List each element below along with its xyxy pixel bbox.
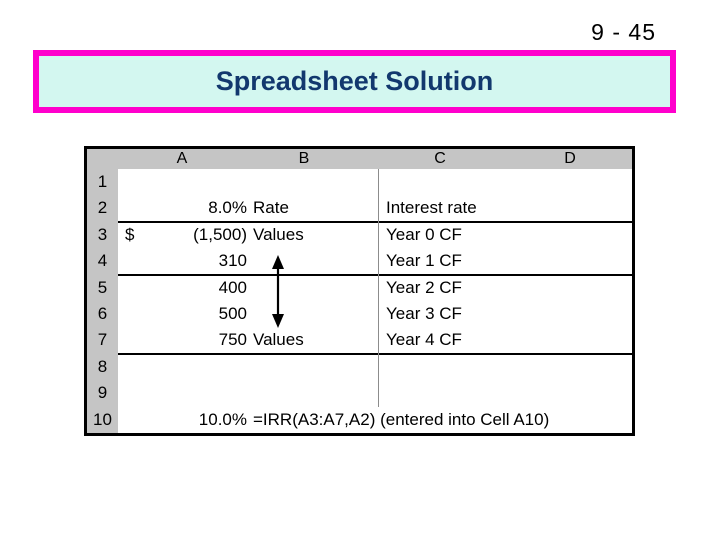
table-row: 2 8.0% Rate Interest rate — [87, 195, 632, 221]
cell-c7: Year 4 CF — [386, 330, 462, 349]
cell-c5: Year 2 CF — [386, 278, 462, 297]
cell-c4: Year 1 CF — [386, 251, 462, 270]
cell-a3-currency-symbol: $ — [125, 225, 135, 244]
column-header-row: A B C D — [87, 149, 632, 169]
row-number: 4 — [97, 251, 108, 270]
row-number: 2 — [97, 198, 108, 217]
spreadsheet-table: A B C D 1 2 8.0% Rate Interest rate 3 $ … — [84, 146, 635, 436]
column-header-c: C — [434, 150, 446, 167]
slide-number: 9 - 45 — [591, 19, 656, 45]
table-row: 4 310 Year 1 CF — [87, 248, 632, 274]
cell-a3: (1,500) — [193, 225, 247, 244]
grid-line — [118, 221, 632, 223]
row-number: 9 — [97, 383, 108, 402]
table-row: 10 10.0% =IRR(A3:A7,A2) (entered into Ce… — [87, 407, 632, 433]
row-number: 1 — [97, 172, 108, 191]
values-range-arrow-icon — [272, 255, 284, 328]
cell-c3: Year 0 CF — [386, 225, 462, 244]
cell-b7: Values — [253, 330, 304, 349]
cell-b10-formula: =IRR(A3:A7,A2) (entered into Cell A10) — [253, 410, 550, 429]
column-header-b: B — [298, 150, 310, 167]
column-header-a: A — [176, 150, 188, 167]
cell-a5: 400 — [218, 278, 247, 297]
cell-b3: Values — [253, 225, 304, 244]
row-number: 10 — [93, 410, 112, 429]
row-number: 7 — [97, 330, 108, 349]
row-number: 3 — [97, 225, 108, 244]
row-number-column — [87, 169, 118, 433]
table-row: 6 500 Year 3 CF — [87, 301, 632, 327]
grid-line-vertical — [378, 169, 379, 407]
page-title: Spreadsheet Solution — [215, 66, 494, 96]
row-number: 6 — [97, 304, 108, 323]
table-row: 9 — [87, 380, 632, 406]
grid-line — [118, 353, 632, 355]
cell-a2: 8.0% — [208, 198, 247, 217]
column-header-d: D — [564, 150, 576, 167]
table-row: 3 $ (1,500) Values Year 0 CF — [87, 222, 632, 248]
cell-a10: 10.0% — [198, 410, 247, 429]
grid-line — [118, 274, 632, 276]
table-row: 8 — [87, 354, 632, 380]
title-box: Spreadsheet Solution — [33, 50, 676, 113]
row-number: 8 — [97, 357, 108, 376]
table-row: 1 — [87, 169, 632, 195]
row-number: 5 — [97, 278, 108, 297]
cell-b2: Rate — [253, 198, 289, 217]
table-row: 7 750 Values Year 4 CF — [87, 327, 632, 353]
table-row: 5 400 Year 2 CF — [87, 275, 632, 301]
cell-a6: 500 — [218, 304, 247, 323]
cell-c6: Year 3 CF — [386, 304, 462, 323]
cell-c2: Interest rate — [386, 198, 477, 217]
cell-a7: 750 — [218, 330, 247, 349]
cell-a4: 310 — [218, 251, 247, 270]
